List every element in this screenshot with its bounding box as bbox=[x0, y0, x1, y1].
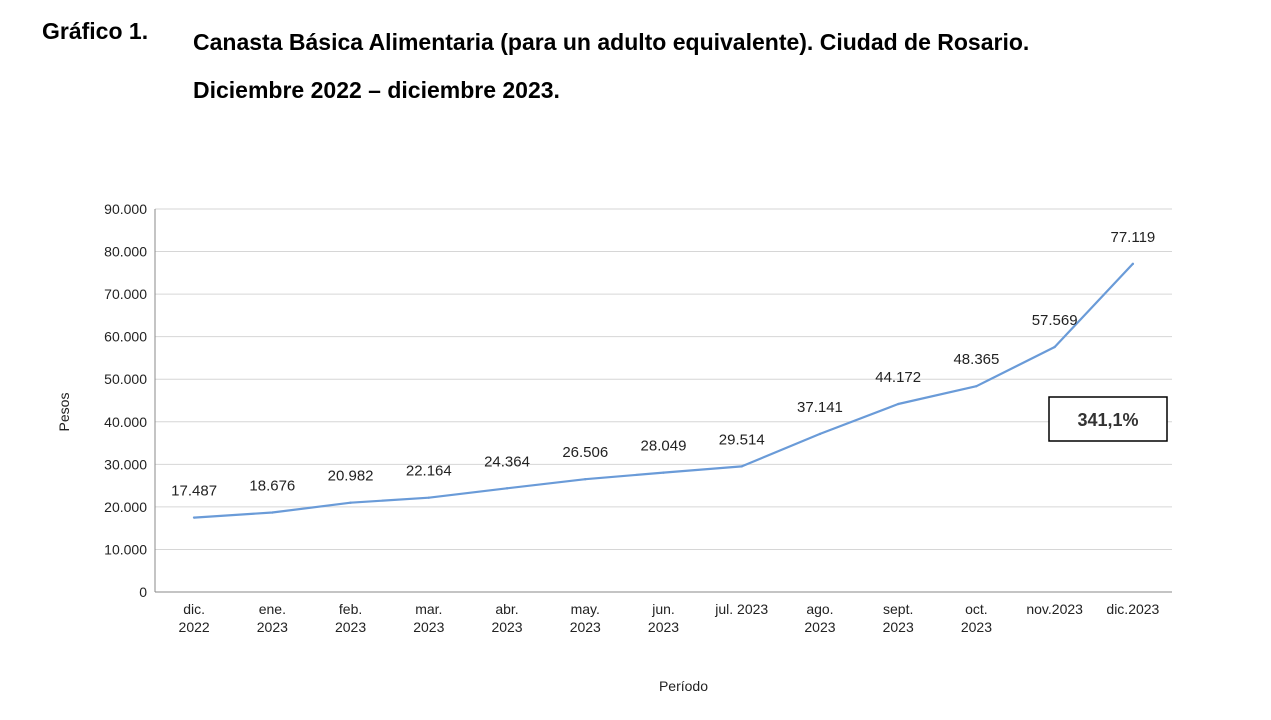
data-label: 28.049 bbox=[641, 438, 687, 455]
x-tick-label: 2023 bbox=[961, 619, 992, 635]
y-tick-label: 20.000 bbox=[104, 499, 147, 515]
x-tick-label: may. bbox=[571, 601, 600, 617]
x-tick-label: 2022 bbox=[179, 619, 210, 635]
y-tick-label: 60.000 bbox=[104, 329, 147, 345]
y-tick-label: 40.000 bbox=[104, 414, 147, 430]
data-label: 57.569 bbox=[1032, 312, 1078, 329]
data-point bbox=[1053, 345, 1056, 349]
data-label: 20.982 bbox=[328, 468, 374, 485]
figure-label: Gráfico 1. bbox=[42, 18, 149, 44]
y-tick-label: 10.000 bbox=[104, 541, 147, 557]
x-tick-label: ene. bbox=[259, 601, 286, 617]
figure-title-line-2: Diciembre 2022 – diciembre 2023. bbox=[193, 77, 560, 103]
data-label: 17.487 bbox=[171, 483, 217, 500]
x-tick-label: 2023 bbox=[804, 619, 835, 635]
x-tick-label: 2023 bbox=[491, 619, 522, 635]
data-label: 18.676 bbox=[249, 478, 295, 495]
data-label: 24.364 bbox=[484, 453, 530, 470]
x-tick-label: 2023 bbox=[335, 619, 366, 635]
y-tick-label: 90.000 bbox=[104, 201, 147, 217]
data-label: 37.141 bbox=[797, 399, 843, 416]
annotation-box bbox=[1048, 396, 1168, 442]
figure-title-line-1: Canasta Básica Alimentaria (para un adul… bbox=[193, 29, 1030, 55]
x-tick-label: mar. bbox=[415, 601, 442, 617]
data-label: 48.365 bbox=[953, 351, 999, 368]
x-tick-label: dic. bbox=[183, 601, 205, 617]
y-tick-label: 50.000 bbox=[104, 371, 147, 387]
data-point bbox=[584, 478, 587, 481]
annotation-text: 341,1% bbox=[1077, 410, 1138, 430]
x-tick-label: 2023 bbox=[570, 619, 601, 635]
x-tick-label: feb. bbox=[339, 601, 362, 617]
y-tick-label: 70.000 bbox=[104, 286, 147, 302]
data-point bbox=[1131, 262, 1135, 266]
data-point bbox=[349, 501, 352, 504]
x-tick-label: jun. bbox=[651, 601, 675, 617]
y-axis-title: Pesos bbox=[56, 393, 72, 432]
x-tick-label: sept. bbox=[883, 601, 913, 617]
data-label: 77.119 bbox=[1111, 229, 1156, 246]
data-point bbox=[662, 471, 665, 474]
data-point bbox=[427, 496, 431, 499]
data-point bbox=[818, 432, 822, 436]
x-tick-label: jul. 2023 bbox=[714, 601, 768, 617]
x-tick-label: abr. bbox=[495, 601, 518, 617]
x-axis-title: Período bbox=[659, 678, 708, 694]
y-tick-label: 80.000 bbox=[104, 244, 147, 260]
x-tick-label: 2023 bbox=[648, 619, 679, 635]
data-point bbox=[505, 487, 509, 490]
data-point bbox=[896, 402, 900, 406]
data-label: 44.172 bbox=[875, 369, 921, 386]
x-tick-label: 2023 bbox=[883, 619, 914, 635]
data-label: 26.506 bbox=[562, 444, 608, 461]
x-tick-label: ago. bbox=[806, 601, 833, 617]
data-point bbox=[192, 516, 196, 519]
x-tick-label: 2023 bbox=[413, 619, 444, 635]
y-tick-label: 0 bbox=[139, 584, 147, 600]
data-point bbox=[740, 465, 743, 468]
x-tick-label: nov.2023 bbox=[1026, 601, 1083, 617]
data-point bbox=[975, 384, 978, 388]
x-tick-label: dic.2023 bbox=[1106, 601, 1159, 617]
figure-title: Canasta Básica Alimentaria (para un adul… bbox=[193, 18, 1233, 114]
x-tick-label: 2023 bbox=[257, 619, 288, 635]
data-label: 29.514 bbox=[719, 431, 765, 448]
data-point bbox=[271, 511, 274, 514]
x-tick-label: oct. bbox=[965, 601, 988, 617]
y-tick-label: 30.000 bbox=[104, 456, 147, 472]
data-label: 22.164 bbox=[406, 463, 452, 480]
